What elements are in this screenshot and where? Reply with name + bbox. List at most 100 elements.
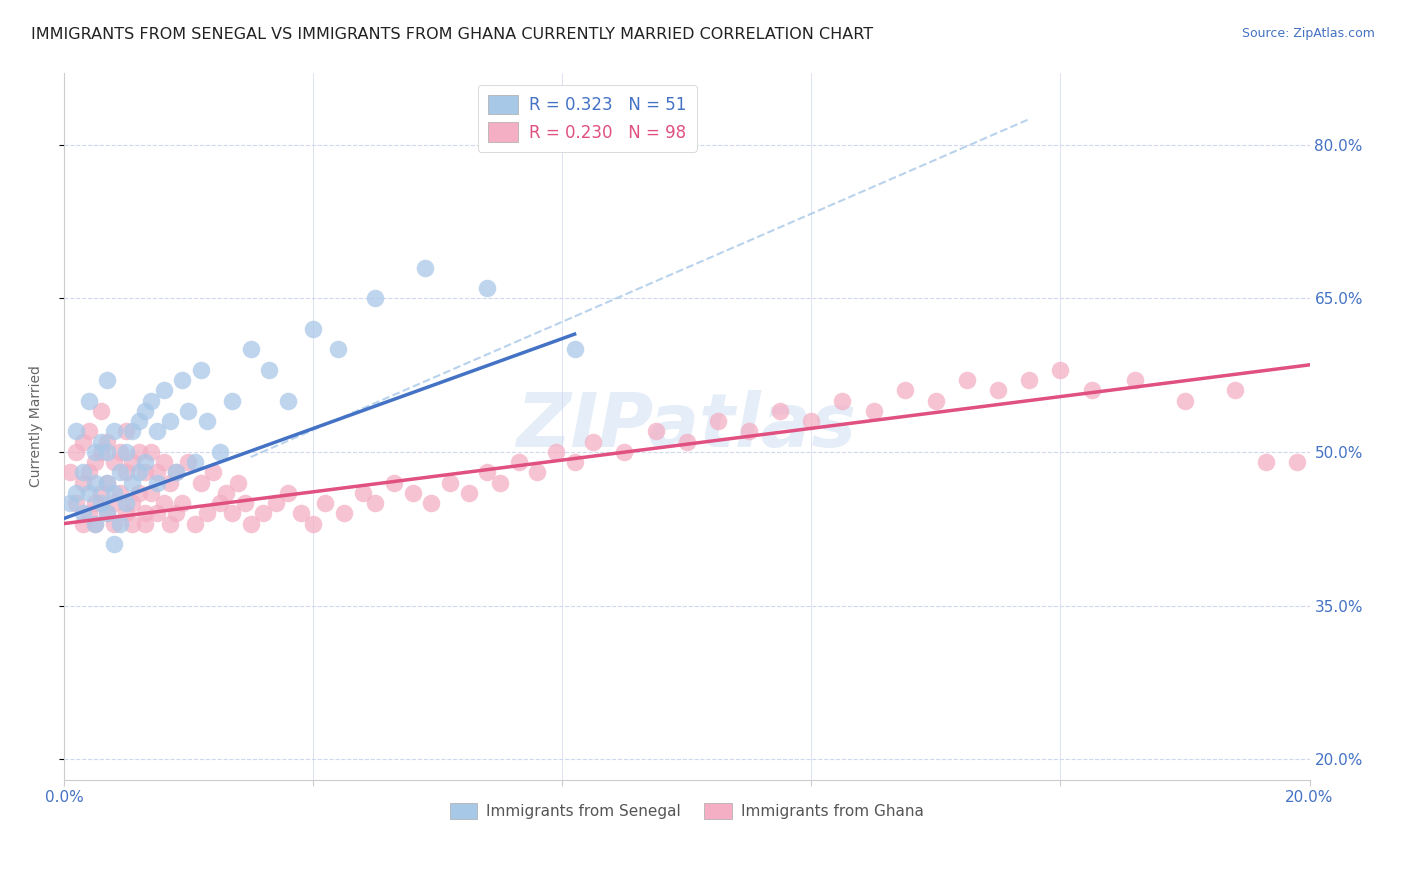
Point <box>221 506 243 520</box>
Point <box>1223 384 1246 398</box>
Point <box>259 363 281 377</box>
Point <box>146 506 169 520</box>
Point <box>1254 455 1277 469</box>
Text: ZIPatlas: ZIPatlas <box>517 390 856 463</box>
Point <box>489 475 512 490</box>
Point <box>90 496 112 510</box>
Point <box>96 506 118 520</box>
Point <box>183 516 205 531</box>
Point <box>96 475 118 490</box>
Point <box>177 455 200 469</box>
Point <box>165 466 187 480</box>
Point <box>96 475 118 490</box>
Point <box>146 475 169 490</box>
Point <box>352 486 374 500</box>
Point <box>59 466 82 480</box>
Point <box>302 322 325 336</box>
Point <box>831 393 853 408</box>
Point <box>707 414 730 428</box>
Point <box>77 486 100 500</box>
Point <box>215 486 238 500</box>
Point <box>564 455 586 469</box>
Point <box>1080 384 1102 398</box>
Point <box>987 384 1010 398</box>
Point <box>290 506 312 520</box>
Point <box>96 373 118 387</box>
Point <box>103 455 125 469</box>
Point <box>134 404 156 418</box>
Point <box>108 486 131 500</box>
Point <box>564 343 586 357</box>
Point <box>644 425 666 439</box>
Point <box>364 496 387 510</box>
Point <box>675 434 697 449</box>
Legend: Immigrants from Senegal, Immigrants from Ghana: Immigrants from Senegal, Immigrants from… <box>444 797 929 825</box>
Point <box>108 466 131 480</box>
Point <box>65 445 87 459</box>
Point <box>103 486 125 500</box>
Point <box>582 434 605 449</box>
Point <box>526 466 548 480</box>
Point <box>115 506 138 520</box>
Point <box>72 516 94 531</box>
Point <box>239 343 262 357</box>
Point <box>195 414 218 428</box>
Point <box>84 516 107 531</box>
Point <box>152 496 174 510</box>
Point <box>90 486 112 500</box>
Point <box>108 516 131 531</box>
Point <box>77 425 100 439</box>
Point <box>183 455 205 469</box>
Point <box>233 496 256 510</box>
Point <box>333 506 356 520</box>
Point <box>72 434 94 449</box>
Point <box>134 516 156 531</box>
Point <box>90 445 112 459</box>
Point <box>165 506 187 520</box>
Point <box>202 466 225 480</box>
Point <box>893 384 915 398</box>
Point <box>190 475 212 490</box>
Point <box>239 516 262 531</box>
Point <box>96 445 118 459</box>
Point <box>134 466 156 480</box>
Point <box>84 516 107 531</box>
Point <box>413 260 436 275</box>
Point <box>508 455 530 469</box>
Point <box>134 455 156 469</box>
Point <box>208 496 231 510</box>
Point <box>84 455 107 469</box>
Point <box>72 506 94 520</box>
Point <box>108 445 131 459</box>
Point <box>159 516 181 531</box>
Point <box>800 414 823 428</box>
Point <box>59 496 82 510</box>
Point <box>1123 373 1146 387</box>
Point <box>177 404 200 418</box>
Point <box>439 475 461 490</box>
Point <box>277 486 299 500</box>
Point <box>121 496 143 510</box>
Point <box>738 425 761 439</box>
Point <box>252 506 274 520</box>
Point <box>72 475 94 490</box>
Point <box>146 425 169 439</box>
Point <box>226 475 249 490</box>
Point <box>152 384 174 398</box>
Point <box>121 455 143 469</box>
Point <box>121 516 143 531</box>
Point <box>477 466 499 480</box>
Point <box>115 445 138 459</box>
Point <box>90 404 112 418</box>
Point <box>72 466 94 480</box>
Point <box>139 445 162 459</box>
Point <box>956 373 979 387</box>
Point <box>152 455 174 469</box>
Point <box>1286 455 1309 469</box>
Point <box>128 414 150 428</box>
Point <box>96 434 118 449</box>
Point <box>128 486 150 500</box>
Point <box>77 466 100 480</box>
Point <box>364 291 387 305</box>
Point <box>190 363 212 377</box>
